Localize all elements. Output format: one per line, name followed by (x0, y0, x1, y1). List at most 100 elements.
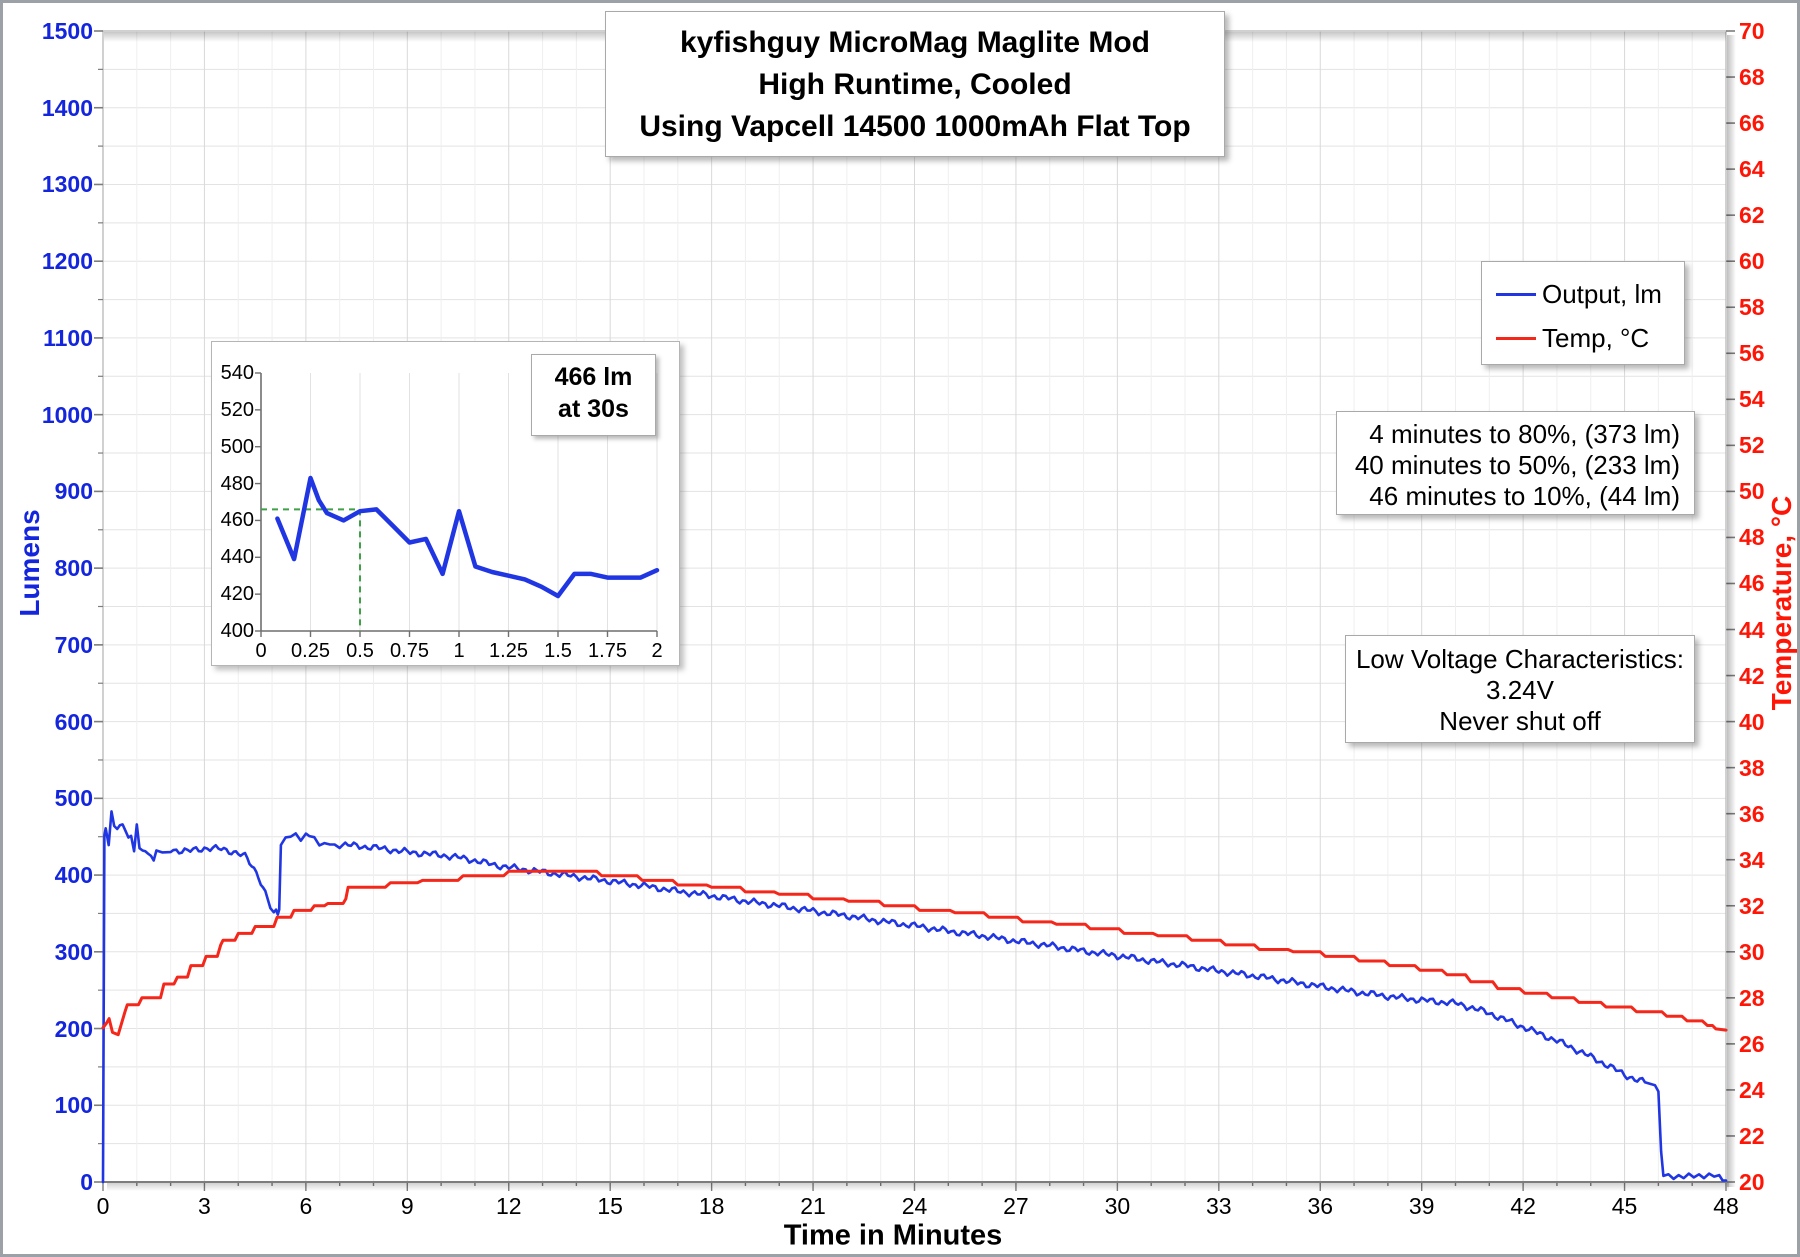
plot-right-shadow (1727, 35, 1736, 1187)
low-voltage-annotation-line: Never shut off (1439, 706, 1601, 736)
inset-x-tick-label: 2 (651, 640, 663, 662)
chart-title-line: kyfishguy MicroMag Maglite Mod (679, 26, 1151, 59)
inset-x-tick-label: 0.5 (346, 640, 374, 662)
legend: Output, lm Temp, °C (1481, 261, 1685, 365)
performance-annotation-line: 40 minutes to 50%, (233 lm) (1354, 450, 1680, 480)
performance-annotation-line: 46 minutes to 10%, (44 lm) (1369, 481, 1680, 511)
right-axis-tick-label: 70 (1739, 18, 1765, 44)
inset-x-tick-label: 0.25 (291, 640, 330, 662)
bottom-axis-tick-label: 21 (800, 1193, 826, 1219)
left-axis-tick-label: 1100 (43, 324, 93, 351)
low-voltage-annotation-line: Low Voltage Characteristics: (1355, 644, 1685, 674)
inset-x-tick-label: 1.25 (489, 640, 528, 662)
inset-y-tick-label: 460 (220, 509, 254, 532)
left-axis-tick-label: 600 (54, 708, 93, 735)
inset-y-tick-label: 540 (220, 362, 254, 384)
left-axis-tick-label: 1500 (41, 18, 93, 44)
bottom-axis-tick-label: 48 (1713, 1193, 1739, 1219)
right-axis-tick-label: 34 (1739, 846, 1765, 873)
bottom-axis-tick-label: 12 (495, 1193, 522, 1219)
left-axis-tick-label: 0 (80, 1169, 93, 1195)
right-axis-tick-label: 26 (1739, 1030, 1765, 1057)
right-axis-tick-label: 64 (1739, 156, 1765, 183)
inset-y-tick-label: 480 (220, 472, 254, 495)
inset-x-tick-label: 1.75 (588, 640, 627, 662)
inset-x-tick-label: 0.75 (390, 640, 429, 662)
inset-y-tick-label: 420 (220, 583, 254, 606)
legend-line-sample-output (1496, 292, 1536, 296)
right-axis-tick-label: 44 (1739, 616, 1765, 643)
inset-y-tick-label: 440 (220, 546, 254, 569)
right-axis-tick-label: 54 (1739, 386, 1765, 413)
performance-annotation-line: 4 minutes to 80%, (373 lm) (1369, 419, 1680, 449)
low-voltage-annotation-box: Low Voltage Characteristics: 3.24V Never… (1345, 635, 1695, 743)
right-axis-tick-label: 68 (1739, 64, 1765, 91)
left-axis-tick-label: 1200 (41, 248, 93, 275)
right-axis-tick-label: 36 (1739, 800, 1765, 827)
legend-item-output: Output, lm (1496, 272, 1684, 316)
left-axis-tick-label: 300 (54, 938, 93, 965)
right-axis-tick-label: 46 (1739, 570, 1765, 597)
right-axis-tick-label: 22 (1739, 1122, 1765, 1149)
bottom-axis-tick-label: 45 (1611, 1193, 1638, 1219)
inset-annotation-line: 466 lm (554, 363, 633, 391)
right-axis-tick-label: 40 (1739, 708, 1765, 735)
left-axis-tick-label: 200 (54, 1015, 93, 1042)
legend-label-temp: Temp, °C (1542, 322, 1650, 353)
inset-y-tick-label: 500 (220, 435, 254, 458)
plot-bottom-shadow (107, 1183, 1729, 1191)
left-axis-tick-label: 800 (54, 555, 93, 582)
inset-y-tick-label: 520 (220, 398, 254, 421)
performance-annotation-box: 4 minutes to 80%, (373 lm) 40 minutes to… (1336, 411, 1695, 515)
left-axis-title: Lumens (14, 509, 45, 617)
bottom-axis-tick-label: 36 (1307, 1193, 1334, 1219)
series-output (101, 810, 1728, 1184)
right-axis-tick-label: 24 (1739, 1076, 1765, 1103)
chart-title-box: kyfishguy MicroMag Maglite Mod High Runt… (605, 11, 1225, 157)
legend-item-temp: Temp, °C (1496, 316, 1684, 360)
left-axis-tick-label: 1000 (41, 401, 93, 428)
bottom-axis-tick-label: 18 (698, 1193, 725, 1219)
chart-title-line: Using Vapcell 14500 1000mAh Flat Top (639, 110, 1191, 143)
bottom-axis-tick-label: 6 (299, 1193, 313, 1219)
left-axis-tick-label: 1400 (41, 94, 93, 121)
left-axis-tick-label: 700 (54, 631, 93, 658)
bottom-axis-tick-label: 33 (1206, 1193, 1232, 1219)
legend-label-output: Output, lm (1542, 278, 1662, 309)
right-axis-tick-label: 48 (1739, 524, 1765, 551)
right-axis-tick-label: 30 (1739, 938, 1765, 965)
right-axis-tick-label: 58 (1739, 294, 1765, 321)
right-axis-title: Temperature, °C (1766, 495, 1797, 711)
inset-annotation-box: 466 lm at 30s (531, 354, 656, 436)
inset-x-tick-label: 0 (255, 640, 267, 662)
left-axis-tick-label: 500 (54, 785, 93, 812)
inset-x-tick-label: 1 (453, 640, 465, 662)
right-axis-tick-label: 28 (1739, 984, 1765, 1011)
series-temp (101, 869, 1728, 1037)
bottom-axis-tick-label: 9 (400, 1193, 414, 1219)
left-axis-tick-label: 400 (54, 862, 93, 889)
left-axis-tick-label: 1300 (41, 171, 93, 198)
right-axis-tick-label: 32 (1739, 892, 1765, 919)
right-axis-tick-label: 38 (1739, 754, 1765, 781)
right-axis-tick-label: 20 (1739, 1169, 1765, 1195)
inset-y-tick-label: 400 (220, 620, 254, 642)
bottom-axis-tick-label: 30 (1104, 1193, 1131, 1219)
bottom-axis-tick-label: 3 (198, 1193, 211, 1219)
bottom-axis-tick-label: 15 (597, 1193, 623, 1219)
left-axis-tick-label: 900 (54, 478, 93, 505)
inset-annotation-line: at 30s (558, 395, 629, 423)
low-voltage-annotation-line: 3.24V (1486, 675, 1554, 705)
chart-title-line: High Runtime, Cooled (758, 68, 1072, 101)
inset-chart-box: 400 420 440 460 480 500 520 540 0 0.25 0.5 0.75 1 1.2… (211, 341, 680, 666)
right-axis-tick-label: 42 (1739, 662, 1765, 689)
bottom-axis-title: Time in Minutes (783, 1219, 1003, 1252)
bottom-axis-tick-label: 0 (96, 1193, 110, 1219)
right-axis-tick-label: 60 (1739, 248, 1765, 275)
inset-x-tick-label: 1.5 (544, 640, 572, 662)
left-axis-tick-label: 100 (54, 1092, 93, 1119)
right-axis-tick-label: 62 (1739, 202, 1765, 229)
right-axis-tick-label: 50 (1739, 478, 1765, 505)
right-axis-tick-label: 56 (1739, 340, 1765, 367)
